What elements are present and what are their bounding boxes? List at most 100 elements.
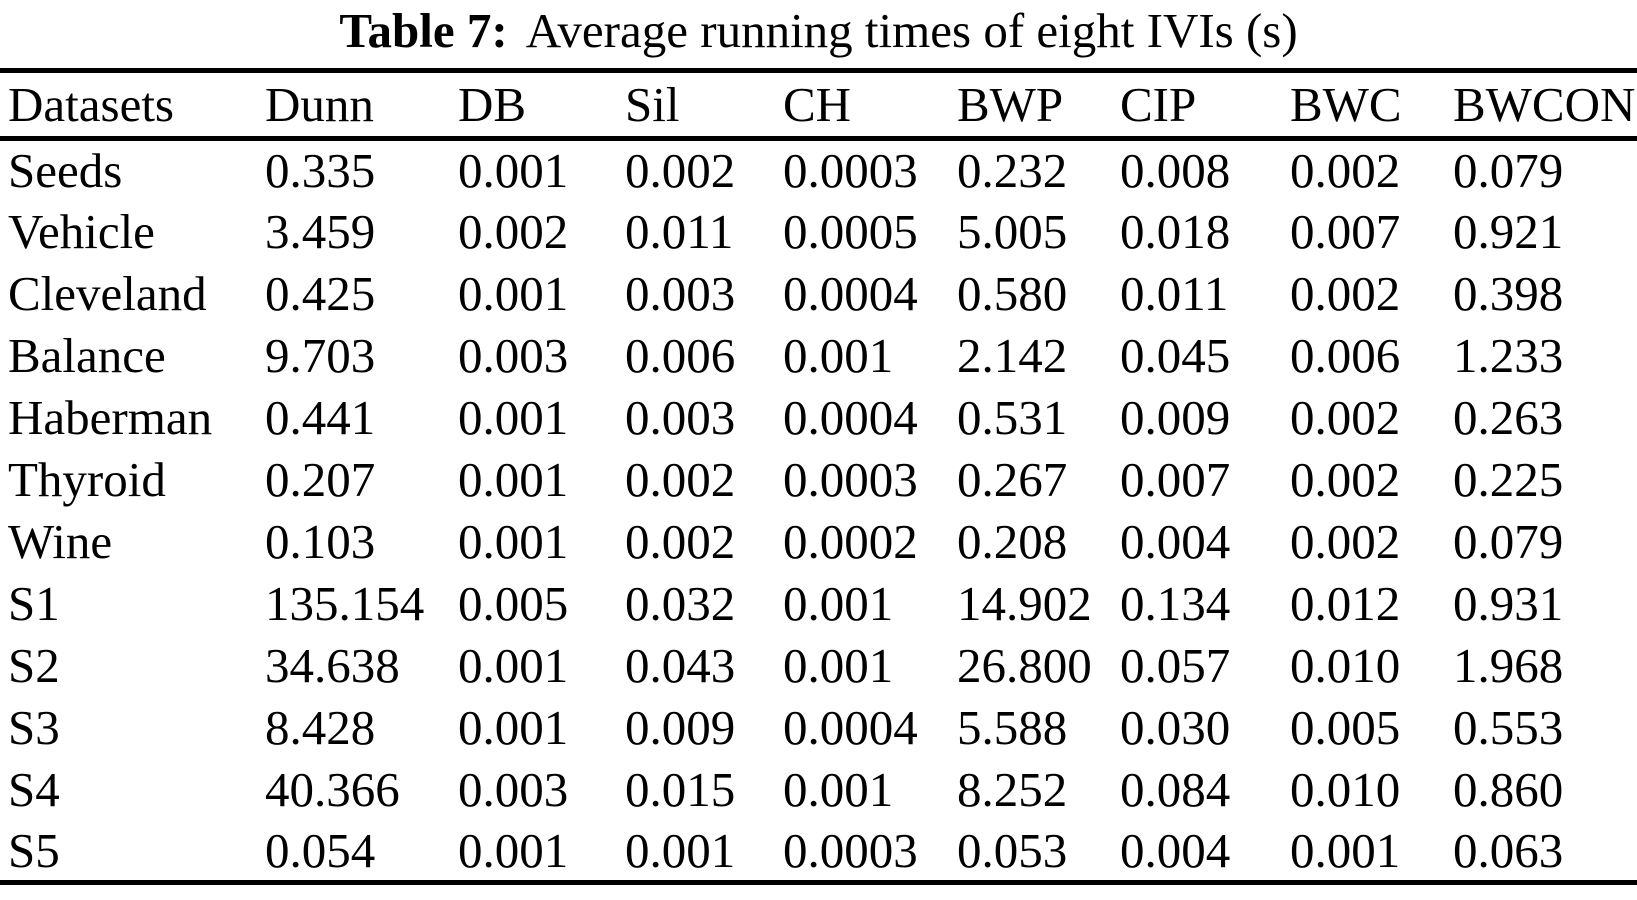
table-row: Vehicle 3.459 0.002 0.011 0.0005 5.005 0.018 0.… xyxy=(0,201,1637,263)
table-row: S2 34.638 0.001 0.043 0.001 26.800 0.057 0.010 1… xyxy=(0,635,1637,697)
value-cell: 0.0004 xyxy=(783,266,918,321)
value-cell: 0.208 xyxy=(957,514,1068,569)
value-cell: 0.225 xyxy=(1453,452,1564,507)
value-cell: 0.004 xyxy=(1120,822,1231,878)
value-cell: 0.001 xyxy=(458,700,569,755)
value-cell: 0.063 xyxy=(1453,822,1564,878)
value-cell: 0.001 xyxy=(458,390,569,445)
value-cell: 0.860 xyxy=(1453,762,1564,817)
value-cell: 0.103 xyxy=(265,514,376,569)
value-cell: 0.580 xyxy=(957,266,1068,321)
dataset-name-cell: Haberman xyxy=(8,390,213,445)
table-header: Datasets Dunn DB Sil CH BWP CIP BWC BWCON xyxy=(0,71,1637,139)
value-cell: 0.001 xyxy=(458,514,569,569)
dataset-name-cell: S4 xyxy=(8,762,60,817)
column-header-datasets: Datasets xyxy=(8,77,174,132)
value-cell: 5.005 xyxy=(957,204,1068,259)
value-cell: 0.057 xyxy=(1120,638,1231,693)
value-cell: 0.003 xyxy=(458,328,569,383)
value-cell: 0.0005 xyxy=(783,204,918,259)
value-cell: 8.428 xyxy=(265,700,376,755)
value-cell: 0.0004 xyxy=(783,700,918,755)
header-row: Datasets Dunn DB Sil CH BWP CIP BWC BWCON xyxy=(0,71,1637,139)
value-cell: 0.001 xyxy=(458,638,569,693)
column-header-bwcon: BWCON xyxy=(1453,77,1636,132)
value-cell: 0.001 xyxy=(625,822,736,878)
dataset-name-cell: Vehicle xyxy=(8,204,155,259)
value-cell: 0.079 xyxy=(1453,143,1564,199)
column-header-bwc: BWC xyxy=(1290,77,1402,132)
value-cell: 0.001 xyxy=(1290,822,1401,878)
value-cell: 0.335 xyxy=(265,143,376,199)
value-cell: 5.588 xyxy=(957,700,1068,755)
value-cell: 0.009 xyxy=(625,700,736,755)
value-cell: 0.015 xyxy=(625,762,736,817)
column-header-db: DB xyxy=(458,77,527,132)
column-header-ch: CH xyxy=(783,77,852,132)
dataset-name-cell: Cleveland xyxy=(8,266,207,321)
value-cell: 0.553 xyxy=(1453,700,1564,755)
value-cell: 0.004 xyxy=(1120,514,1231,569)
value-cell: 0.002 xyxy=(1290,266,1401,321)
value-cell: 0.006 xyxy=(625,328,736,383)
running-times-table: Datasets Dunn DB Sil CH BWP CIP BWC BWCON Seeds 0… xyxy=(0,68,1637,885)
value-cell: 0.267 xyxy=(957,452,1068,507)
value-cell: 0.010 xyxy=(1290,638,1401,693)
value-cell: 0.007 xyxy=(1290,204,1401,259)
value-cell: 0.263 xyxy=(1453,390,1564,445)
value-cell: 0.931 xyxy=(1453,576,1564,631)
value-cell: 0.398 xyxy=(1453,266,1564,321)
value-cell: 34.638 xyxy=(265,638,400,693)
column-header-cip: CIP xyxy=(1120,77,1197,132)
value-cell: 0.011 xyxy=(625,204,734,259)
value-cell: 0.079 xyxy=(1453,514,1564,569)
value-cell: 0.018 xyxy=(1120,204,1231,259)
value-cell: 0.001 xyxy=(783,638,894,693)
value-cell: 135.154 xyxy=(265,576,425,631)
table-row: Balance 9.703 0.003 0.006 0.001 2.142 0.045 0.0… xyxy=(0,325,1637,387)
value-cell: 0.002 xyxy=(458,204,569,259)
value-cell: 9.703 xyxy=(265,328,376,383)
value-cell: 0.054 xyxy=(265,822,376,878)
value-cell: 0.0003 xyxy=(783,822,918,878)
value-cell: 0.0003 xyxy=(783,452,918,507)
table-row: Cleveland 0.425 0.001 0.003 0.0004 0.580 0.011… xyxy=(0,263,1637,325)
value-cell: 0.002 xyxy=(1290,514,1401,569)
value-cell: 0.441 xyxy=(265,390,376,445)
value-cell: 0.003 xyxy=(625,266,736,321)
value-cell: 0.053 xyxy=(957,822,1068,878)
value-cell: 0.001 xyxy=(458,822,569,878)
table-row: S5 0.054 0.001 0.001 0.0003 0.053 0.004 0.001 0.… xyxy=(0,821,1637,883)
table-row: Seeds 0.335 0.001 0.002 0.0003 0.232 0.008 0.00… xyxy=(0,139,1637,201)
table-caption-text: Average running times of eight IVIs (s) xyxy=(525,3,1298,58)
value-cell: 0.002 xyxy=(625,143,736,199)
table-row: S4 40.366 0.003 0.015 0.001 8.252 0.084 0.010 0.… xyxy=(0,759,1637,821)
dataset-name-cell: S3 xyxy=(8,700,60,755)
value-cell: 0.0004 xyxy=(783,390,918,445)
value-cell: 0.011 xyxy=(1120,266,1229,321)
value-cell: 1.968 xyxy=(1453,638,1564,693)
value-cell: 0.002 xyxy=(1290,452,1401,507)
value-cell: 0.531 xyxy=(957,390,1068,445)
value-cell: 0.012 xyxy=(1290,576,1401,631)
value-cell: 1.233 xyxy=(1453,328,1564,383)
value-cell: 0.045 xyxy=(1120,328,1231,383)
value-cell: 2.142 xyxy=(957,328,1068,383)
dataset-name-cell: Wine xyxy=(8,514,113,569)
table-caption-label: Table 7: xyxy=(339,3,508,58)
value-cell: 0.134 xyxy=(1120,576,1231,631)
value-cell: 0.005 xyxy=(458,576,569,631)
value-cell: 0.032 xyxy=(625,576,736,631)
table-body: Seeds 0.335 0.001 0.002 0.0003 0.232 0.008 0.00… xyxy=(0,139,1637,883)
value-cell: 0.207 xyxy=(265,452,376,507)
table-row: Thyroid 0.207 0.001 0.002 0.0003 0.267 0.007 0.… xyxy=(0,449,1637,511)
value-cell: 0.030 xyxy=(1120,700,1231,755)
value-cell: 0.425 xyxy=(265,266,376,321)
table-row: Haberman 0.441 0.001 0.003 0.0004 0.531 0.009 0… xyxy=(0,387,1637,449)
value-cell: 0.0003 xyxy=(783,143,918,199)
value-cell: 0.232 xyxy=(957,143,1068,199)
value-cell: 0.001 xyxy=(783,328,894,383)
value-cell: 0.001 xyxy=(458,452,569,507)
value-cell: 0.043 xyxy=(625,638,736,693)
